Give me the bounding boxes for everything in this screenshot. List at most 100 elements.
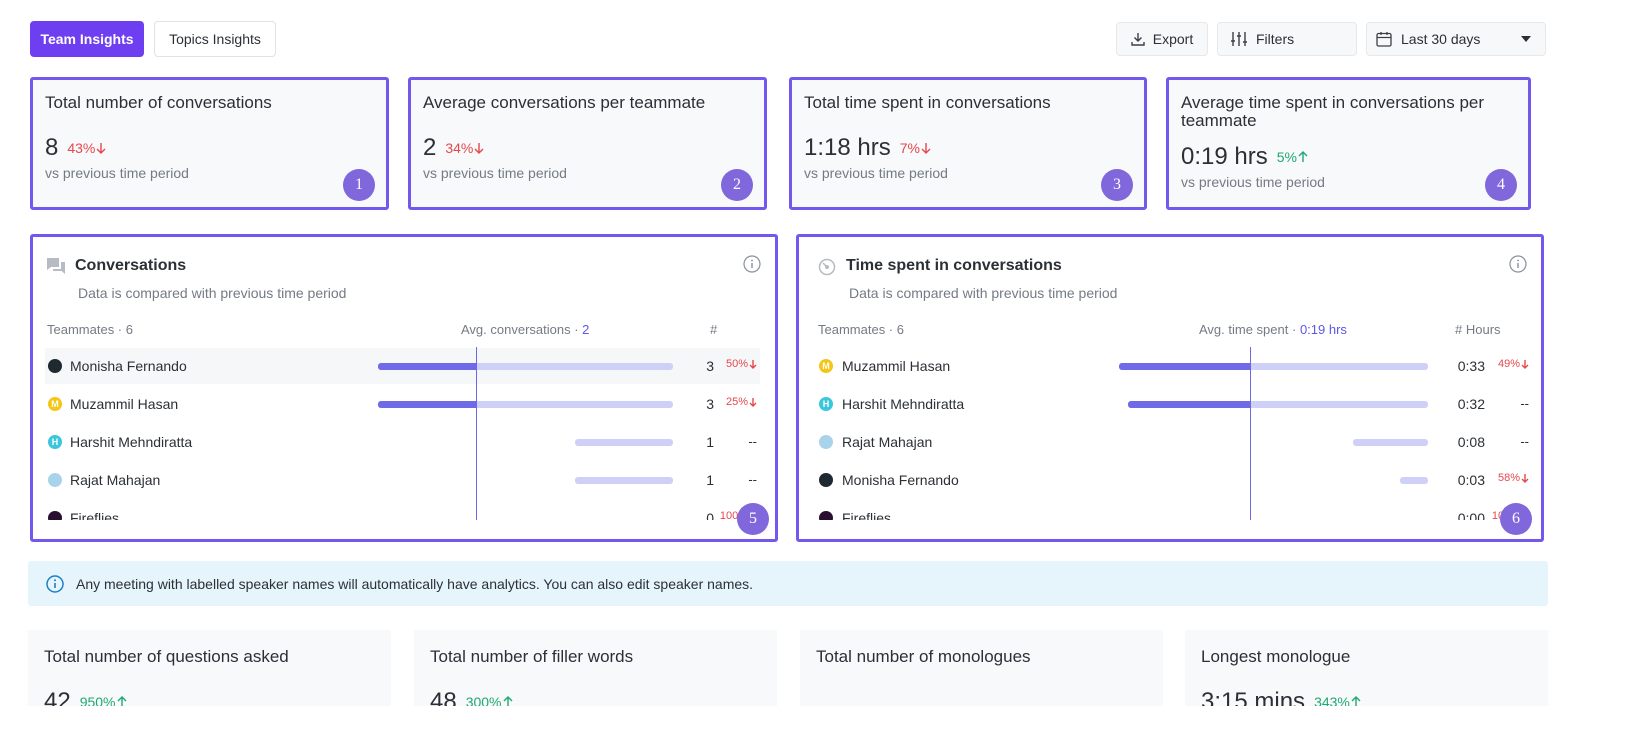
row-value: 1 [706, 434, 714, 450]
change-text: 7% [899, 140, 920, 156]
change-text: -- [748, 472, 757, 487]
change-indicator: 34% [445, 134, 484, 162]
filters-label: Filters [1256, 31, 1295, 47]
avatar [48, 359, 62, 373]
change-indicator: 25% [707, 396, 757, 408]
teammates-header: Teammates · 6 [818, 322, 904, 337]
export-button[interactable]: Export [1116, 22, 1208, 56]
avatar [819, 511, 833, 520]
info-icon [743, 255, 761, 273]
stat-value-row: 0:19 hrs 5% [1181, 143, 1516, 171]
insights-page: Team Insights Topics Insights Export Filter… [28, 21, 1548, 706]
row-value: 0:00 [1457, 510, 1485, 520]
panel-subtitle: Data is compared with previous time peri… [849, 285, 1118, 301]
change-indicator: 50% [707, 358, 757, 370]
change-arrow [474, 143, 484, 154]
change-text: 25% [725, 396, 748, 408]
metric-value: 3:15 mins [1201, 688, 1306, 706]
filters-button[interactable]: Filters [1217, 22, 1357, 56]
change-indicator: 300% [466, 688, 513, 706]
change-text: -- [1520, 434, 1529, 449]
row-change-cell: 50% [697, 358, 757, 370]
avatar: H [48, 435, 62, 449]
row-change-cell: 25% [697, 396, 757, 408]
row-change-cell: -- [1469, 396, 1529, 411]
row-value: 0:33 [1457, 358, 1485, 374]
bar [1128, 401, 1428, 408]
change-arrow [749, 398, 757, 407]
bar [1399, 477, 1428, 484]
change-indicator: 43% [67, 134, 106, 162]
change-text: 34% [445, 140, 474, 156]
change-arrow [1521, 360, 1529, 369]
change-text: 49% [1497, 358, 1520, 370]
row-value: 3 [706, 396, 714, 412]
above-avg-segment [378, 363, 477, 370]
avg-header-value: 2 [582, 322, 590, 337]
bar [1119, 363, 1428, 370]
export-label: Export [1152, 31, 1194, 47]
teammate-name: Rajat Mahajan [70, 472, 161, 488]
change-indicator: 58% [1479, 472, 1529, 484]
avatar [48, 473, 62, 487]
metric-title: Longest monologue [1201, 647, 1351, 666]
change-arrow [749, 360, 757, 369]
change-indicator: 5% [1277, 143, 1308, 171]
row-change-cell: -- [697, 434, 757, 449]
above-avg-segment [1128, 401, 1251, 408]
change-indicator: -- [707, 434, 757, 449]
stat-title: Total number of conversations [45, 93, 272, 112]
row-change-cell: -- [1469, 434, 1529, 449]
change-arrow [503, 696, 513, 706]
tab-button[interactable]: Team Insights [30, 21, 144, 57]
avatar [819, 473, 833, 487]
row-value: 0:32 [1457, 396, 1485, 412]
change-arrow [117, 696, 127, 706]
stat-caption: vs previous time period [423, 165, 567, 181]
teammate-name: Rajat Mahajan [842, 434, 933, 450]
count-header: # [710, 322, 718, 337]
metric-title: Total number of monologues [816, 647, 1031, 666]
row-value: 1 [706, 472, 714, 488]
avg-line [476, 347, 478, 520]
row-value: 0:03 [1457, 472, 1485, 488]
bar [574, 477, 673, 484]
stat-card: Average time spent in conversations per … [1166, 77, 1531, 210]
change-indicator: -- [707, 472, 757, 487]
change-text: -- [1520, 396, 1529, 411]
rows-container: Monisha Fernando 3 50% M Muzammil Hasan 3 25% H… [33, 347, 774, 520]
row-change-cell: 49% [1469, 358, 1529, 370]
change-arrow [1351, 696, 1361, 706]
change-indicator: -- [1479, 434, 1529, 449]
panel-title: Conversations [75, 257, 187, 274]
date-range-label: Last 30 days [1401, 31, 1481, 47]
avg-header: Avg. time spent · 0:19 hrs [1199, 322, 1347, 337]
teammates-header: Teammates · 6 [47, 322, 133, 337]
metric-title: Total number of filler words [430, 647, 634, 666]
count-header: # Hours [1455, 322, 1501, 337]
stat-card: Total time spent in conversations 1:18 hr… [789, 77, 1147, 210]
avatar: H [819, 397, 833, 411]
timer-icon [818, 258, 836, 276]
card-badge: 2 [721, 169, 753, 201]
info-notice: Any meeting with labelled speaker names … [28, 561, 1548, 606]
stat-value-row: 8 43% [45, 134, 374, 162]
stat-caption: vs previous time period [1181, 174, 1325, 190]
date-range-select[interactable]: Last 30 days [1366, 22, 1546, 56]
change-arrow [921, 143, 931, 154]
stat-title: Total time spent in conversations [804, 93, 1051, 112]
stat-value-row: 1:18 hrs 7% [804, 134, 1132, 162]
above-avg-segment [1119, 363, 1251, 370]
tab-button[interactable]: Topics Insights [154, 21, 276, 57]
teammate-name: Fireflies [842, 510, 892, 520]
metric-value-row: 42 950% [44, 688, 375, 706]
stat-caption: vs previous time period [804, 165, 948, 181]
avg-line [1250, 347, 1252, 520]
row-change-cell: 58% [1469, 472, 1529, 484]
change-text: 100% [719, 510, 748, 520]
avg-header-value: 0:19 hrs [1299, 322, 1347, 337]
avatar [819, 435, 833, 449]
change-indicator: 950% [80, 688, 127, 706]
metric-value-row: 48 300% [430, 688, 761, 706]
row-change-cell: -- [697, 472, 757, 487]
